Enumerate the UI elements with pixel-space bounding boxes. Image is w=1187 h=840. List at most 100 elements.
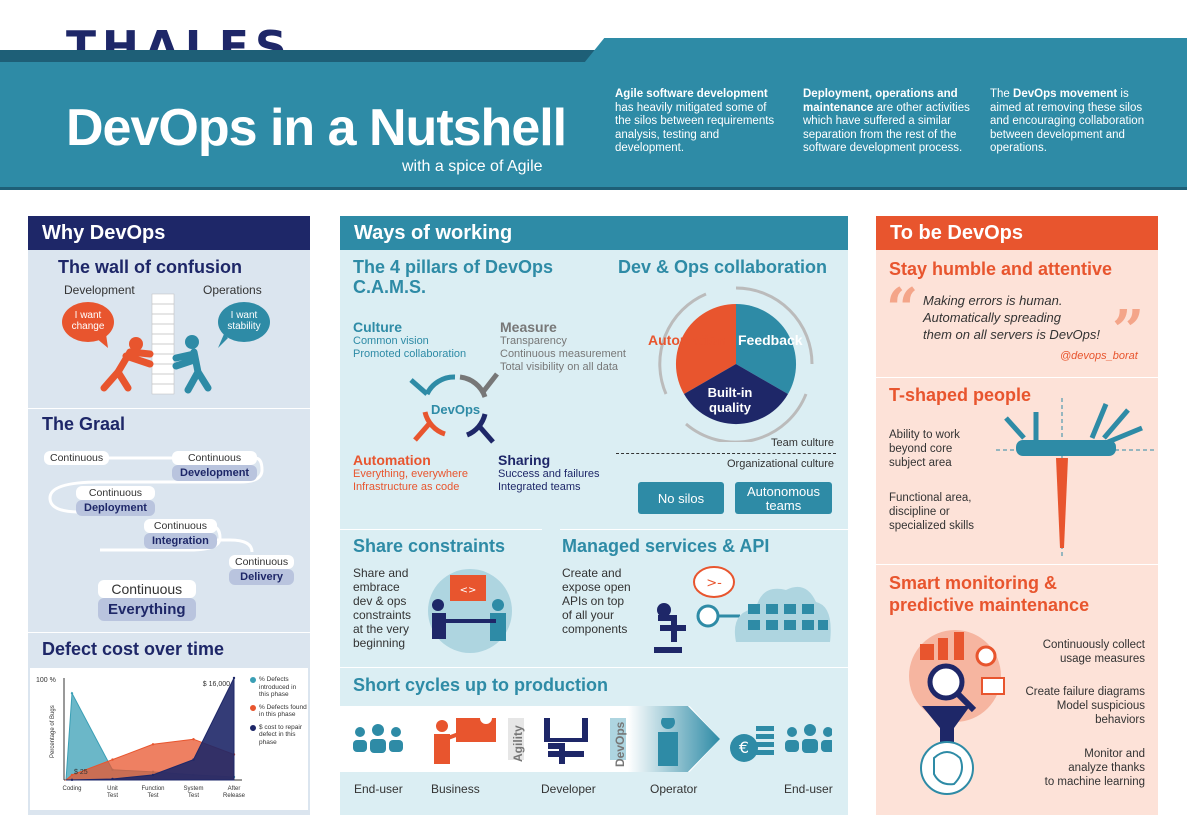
svg-text:€: € — [739, 738, 749, 757]
x-tick-label: After — [228, 786, 241, 792]
autonomous-teams-badge: Autonomous teams — [735, 482, 832, 514]
data-point — [111, 777, 114, 781]
divider — [340, 529, 542, 530]
defect-title: Defect cost over time — [42, 639, 225, 659]
quote-author: @devops_borat — [1060, 350, 1138, 362]
x-tick-label: Test — [147, 793, 158, 799]
share-constraints-illustration: <> — [428, 569, 512, 653]
annotation-high: $ 16,000 — [203, 681, 230, 688]
legend-label: % Defects introduced in this phase — [259, 676, 297, 698]
divider — [876, 377, 1158, 378]
managed-services-illustration: >- — [654, 566, 831, 653]
graal-step-development: Continuous Development — [172, 451, 258, 481]
x-tick-label: Release — [223, 793, 246, 799]
data-point — [70, 773, 74, 777]
x-tick-label: Test — [107, 793, 118, 799]
culture-line — [616, 453, 836, 454]
smart-item-analyze: Monitor and analyze thanks to machine lear… — [1044, 748, 1145, 788]
collab-title: Dev & Ops collaboration — [618, 257, 828, 277]
team-culture: Team culture — [771, 437, 834, 449]
graal-step-1: Continuous — [44, 451, 110, 465]
agility-label: Agility — [511, 725, 525, 763]
share-title: Share constraints — [353, 536, 506, 556]
smart-item-collect: Continuously collect usage measures — [1042, 639, 1145, 665]
quote-text: Making errors is human. Automatically spr… — [923, 293, 1101, 342]
header-band-tab — [580, 38, 1187, 68]
intro-deployment: Deployment, operations and maintenance a… — [803, 88, 970, 154]
pillar-automation: Automation Everything, everywhere Infras… — [353, 452, 468, 493]
intro-agile: Agile software development has heavily m… — [615, 88, 775, 154]
pie-quality: Built-in quality — [707, 385, 753, 415]
legend-dot — [250, 704, 256, 711]
smart-title: Smart monitoring & predictive maintenance — [889, 573, 1090, 615]
graal-step-integration: Continuous Integration — [144, 519, 217, 549]
cycle-operator: Operator — [650, 782, 698, 796]
no-silos-badge: No silos — [638, 482, 724, 514]
x-tick-label: Function — [141, 786, 164, 792]
bubble-change: I want change — [71, 310, 105, 332]
data-point — [151, 743, 155, 746]
divider — [340, 667, 848, 668]
t-shaped-title: T-shaped people — [889, 385, 1032, 405]
data-point — [111, 758, 114, 761]
header-band — [0, 62, 1187, 187]
cycle-business: Business — [431, 782, 480, 796]
why-header: Why DevOps — [28, 216, 310, 250]
legend-label: % Defects found in this phase — [259, 703, 307, 719]
graal-step-deployment: Continuous Deployment — [76, 486, 155, 516]
ways-header: Ways of working — [340, 216, 848, 250]
smart-item-failure: Create failure diagrams Model suspicious b… — [1025, 686, 1145, 726]
cycle-end-user-1: End-user — [354, 782, 403, 796]
series-area-2 — [65, 677, 235, 781]
bubble-stability: I want stability — [227, 310, 261, 332]
pillar-sharing: Sharing Success and failures Integrated … — [498, 452, 600, 493]
y-top-label: 100 % — [36, 677, 56, 684]
cams-circle — [409, 372, 499, 444]
svg-text:<>: <> — [460, 585, 477, 596]
pillar-culture: Culture Common vision Promoted collabora… — [353, 319, 467, 360]
t-text-breadth: Ability to work beyond core subject area — [889, 429, 960, 469]
data-point — [232, 676, 236, 680]
legend-entry: $ cost to repair defect in this phase — [250, 724, 308, 747]
cycle-developer: Developer — [541, 782, 596, 796]
legend-dot — [250, 724, 256, 731]
smart-monitoring-illustration — [909, 630, 1005, 795]
x-tick-label: System — [183, 786, 203, 792]
pie-automation: Automation — [648, 332, 726, 348]
legend-entry: % Defects found in this phase — [250, 704, 308, 719]
page-subtitle: with a spice of Agile — [402, 158, 543, 175]
graal-step-delivery: Continuous Delivery — [229, 555, 295, 585]
tobe-header: To be DevOps — [876, 216, 1158, 250]
org-culture: Organizational culture — [727, 458, 835, 470]
graal-title: The Graal — [42, 414, 126, 434]
cycles-title: Short cycles up to production — [353, 675, 609, 695]
managed-text: Create and expose open APIs on top of all y… — [562, 566, 631, 636]
quote-close-icon: ” — [1112, 298, 1145, 364]
divider — [876, 564, 1158, 565]
data-point — [192, 758, 195, 761]
swiss-knife-icon — [996, 398, 1156, 558]
managed-title: Managed services & API — [562, 536, 770, 556]
svg-text:>-: >- — [706, 576, 722, 591]
y-axis-label: Percentage of Bugs — [50, 705, 56, 758]
data-point — [70, 692, 74, 695]
annotation-low: $ 25 — [74, 769, 88, 776]
x-tick-label: Coding — [62, 786, 81, 792]
collab-pie — [658, 286, 814, 442]
x-tick-label: Unit — [107, 786, 118, 792]
devops-vertical-label: DevOps — [613, 721, 627, 767]
cycles-icons: € — [353, 718, 832, 766]
data-point — [70, 778, 74, 782]
divider — [28, 408, 310, 409]
chart-legend: % Defects introduced in this phase % Defe… — [250, 676, 308, 751]
pillar-measure: Measure Transparency Continuous measurem… — [500, 319, 626, 373]
tobe-panel — [876, 250, 1158, 815]
page-title: DevOps in a Nutshell — [66, 99, 567, 157]
humble-title: Stay humble and attentive — [889, 259, 1113, 279]
t-text-depth: Functional area, discipline or specialized… — [889, 492, 975, 532]
ops-label: Operations — [203, 283, 262, 297]
graal-step-everything: Continuous Everything — [98, 580, 196, 621]
legend-dot — [250, 677, 256, 683]
pie-feedback: Feedback — [738, 332, 803, 348]
